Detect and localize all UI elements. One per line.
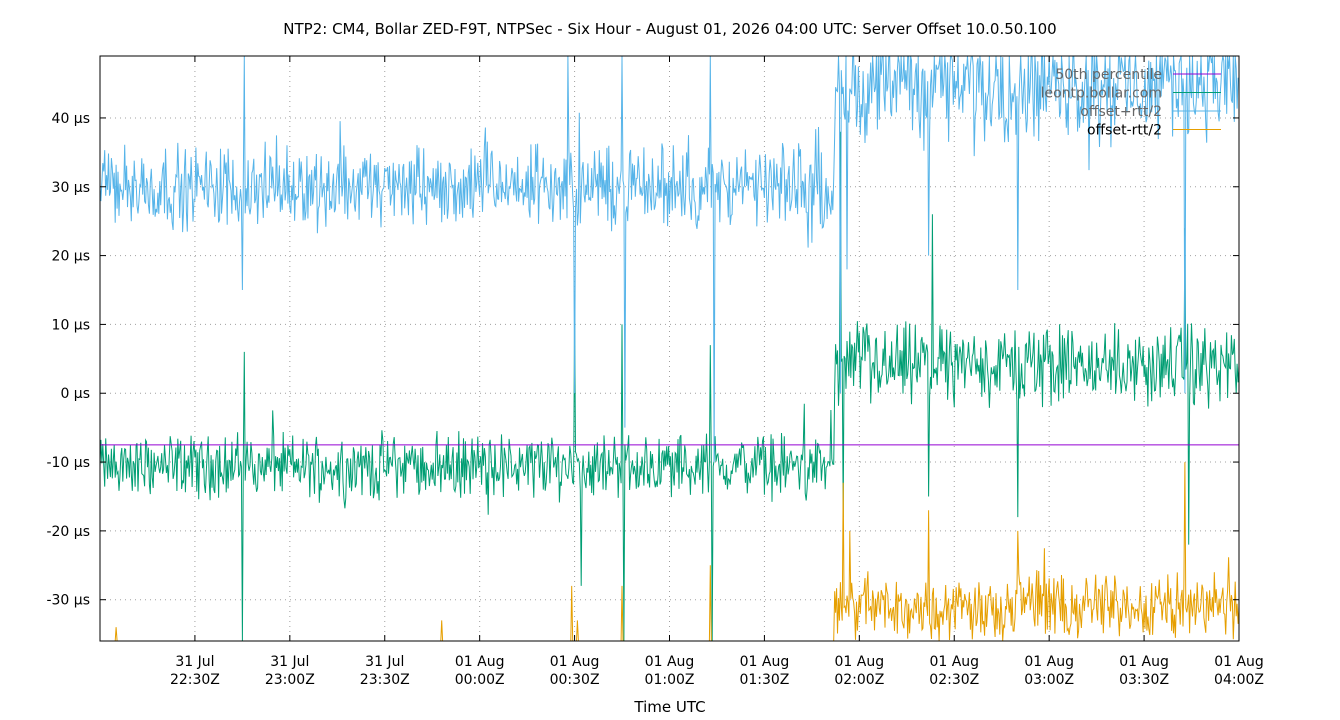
x-tick-label: 31 Jul <box>365 654 404 670</box>
series-line-offset-rtt-2 <box>100 462 1239 641</box>
x-tick-label: 00:00Z <box>455 672 505 688</box>
x-tick-label: 01 Aug <box>550 654 600 670</box>
x-tick-label: 31 Jul <box>270 654 309 670</box>
y-tick-label: 30 µs <box>52 180 90 196</box>
x-tick-label: 23:30Z <box>360 672 410 688</box>
y-tick-label: -30 µs <box>46 593 90 609</box>
series-line-leontp-bollar-com <box>100 131 1239 641</box>
series-line-offset-rtt-2 <box>100 56 1239 463</box>
x-tick-label: 31 Jul <box>175 654 214 670</box>
x-tick-label: 03:00Z <box>1024 672 1074 688</box>
y-tick-label: 10 µs <box>52 317 90 333</box>
x-tick-label: 02:00Z <box>834 672 884 688</box>
chart-title: NTP2: CM4, Bollar ZED-F9T, NTPSec - Six … <box>283 20 1056 38</box>
x-tick-label: 23:00Z <box>265 672 315 688</box>
x-tick-label: 01:00Z <box>645 672 695 688</box>
x-axis-label: Time UTC <box>633 698 705 716</box>
x-tick-label: 03:30Z <box>1119 672 1169 688</box>
x-tick-label: 01 Aug <box>455 654 505 670</box>
x-tick-label: 01 Aug <box>1214 654 1264 670</box>
x-axis: 31 Jul 22:30Z 31 Jul 23:00Z 31 Jul 23:30Z 01 A… <box>170 56 1264 688</box>
x-tick-label: 01 Aug <box>835 654 885 670</box>
legend-label: leontp.bollar.com <box>1041 86 1162 102</box>
y-axis: 40 µs 30 µs 20 µs 10 µs 0 µs -10 µs -20 µs -30 … <box>46 111 1239 609</box>
x-tick-label: 01 Aug <box>1119 654 1169 670</box>
x-tick-label: 01 Aug <box>929 654 979 670</box>
legend-label: offset+rtt/2 <box>1080 104 1162 120</box>
x-tick-label: 00:30Z <box>550 672 600 688</box>
x-tick-label: 02:30Z <box>929 672 979 688</box>
x-tick-label: 22:30Z <box>170 672 220 688</box>
y-tick-label: 20 µs <box>52 249 90 265</box>
y-tick-label: -20 µs <box>46 524 90 540</box>
legend-label: offset-rtt/2 <box>1087 123 1162 139</box>
legend-label: 50th percentile <box>1055 67 1162 83</box>
x-tick-label: 01 Aug <box>740 654 790 670</box>
legend: 50th percentile leontp.bollar.com offset+r… <box>1041 67 1221 139</box>
x-tick-label: 01 Aug <box>645 654 695 670</box>
x-tick-label: 04:00Z <box>1214 672 1264 688</box>
x-tick-label: 01:30Z <box>739 672 789 688</box>
x-tick-label: 01 Aug <box>1024 654 1074 670</box>
y-tick-label: 40 µs <box>52 111 90 127</box>
series-layer <box>100 56 1239 641</box>
y-tick-label: -10 µs <box>46 455 90 471</box>
y-tick-label: 0 µs <box>60 386 90 402</box>
